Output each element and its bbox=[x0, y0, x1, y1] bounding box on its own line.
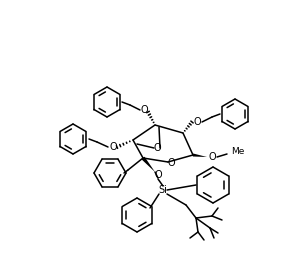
Text: O: O bbox=[154, 170, 162, 180]
Text: Si: Si bbox=[159, 185, 167, 195]
Text: O: O bbox=[193, 117, 201, 127]
Text: O: O bbox=[140, 105, 148, 115]
Text: Me: Me bbox=[231, 147, 244, 157]
Text: O: O bbox=[109, 142, 117, 152]
Text: O: O bbox=[167, 158, 175, 168]
Text: O: O bbox=[153, 143, 161, 153]
Polygon shape bbox=[142, 157, 155, 172]
Polygon shape bbox=[193, 153, 207, 157]
Text: O: O bbox=[208, 152, 216, 162]
